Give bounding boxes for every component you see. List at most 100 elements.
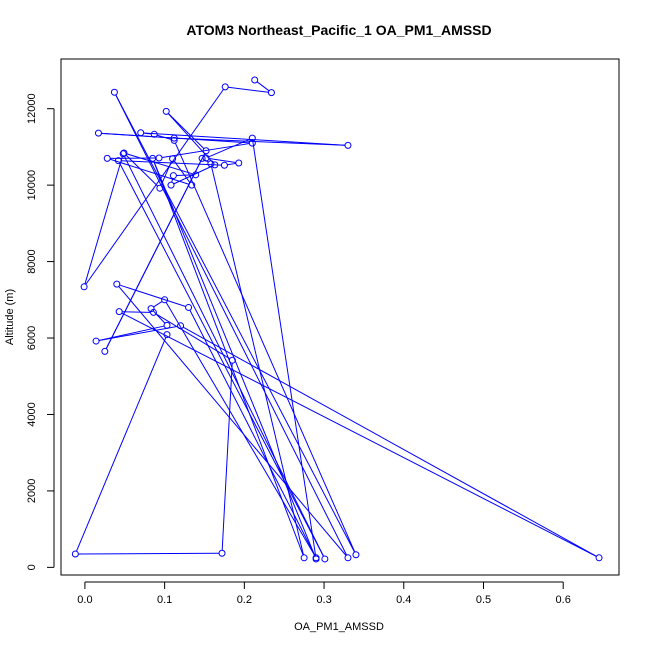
series-segment (227, 162, 236, 166)
series-segment (228, 86, 269, 93)
data-point (207, 160, 215, 168)
series-segment (252, 141, 317, 557)
data-point (202, 154, 210, 162)
series-segment (221, 363, 233, 551)
data-point (103, 154, 111, 162)
series-segment (115, 94, 348, 556)
data-point (218, 549, 226, 557)
data-point (185, 303, 193, 311)
data-point (595, 554, 603, 562)
data-point (300, 554, 308, 562)
series-segment (165, 302, 315, 556)
y-tick-label: 8000 (26, 249, 38, 273)
data-point (161, 296, 169, 304)
data-point (248, 134, 256, 142)
data-point (156, 184, 164, 192)
series-segment (78, 552, 220, 555)
data-point (119, 150, 127, 158)
data-point (92, 337, 100, 345)
data-point (80, 283, 88, 291)
series-segment (153, 301, 163, 308)
data-point (162, 107, 170, 115)
data-point (115, 308, 123, 316)
series-segment (161, 143, 250, 159)
series-segment (122, 311, 151, 313)
series-segment (98, 325, 178, 342)
data-point (94, 129, 102, 137)
series-segment (119, 284, 186, 307)
data-point (114, 157, 122, 165)
series-segment (84, 156, 123, 285)
series-segment (256, 81, 270, 92)
data-point (169, 155, 177, 163)
data-point (251, 76, 259, 84)
plot-frame (60, 58, 620, 576)
data-point (163, 321, 171, 329)
x-tick-label: 0.3 (316, 594, 331, 606)
series-segment (121, 312, 597, 557)
x-tick-label: 0.4 (396, 594, 411, 606)
x-tick-label: 0.5 (476, 594, 491, 606)
data-point (120, 149, 128, 157)
y-tick-label: 12000 (26, 93, 38, 124)
y-axis: 0 2000 4000 6000 8000 10000 12000 (26, 93, 55, 570)
series-segment (109, 158, 190, 185)
series-lines (76, 81, 597, 557)
y-tick-label: 2000 (26, 479, 38, 503)
series-segment (98, 325, 165, 341)
data-point (198, 154, 206, 162)
series-segment (124, 156, 324, 557)
series-segment (76, 337, 167, 552)
data-point (167, 181, 175, 189)
series-segment (121, 160, 222, 166)
data-point (235, 159, 243, 167)
data-point (344, 141, 352, 149)
series-segment (182, 326, 597, 557)
data-point (267, 89, 275, 97)
data-point (149, 308, 157, 316)
x-tick-label: 0.6 (556, 594, 571, 606)
series-segment (156, 134, 172, 141)
data-point (163, 331, 171, 339)
data-point (170, 134, 178, 142)
series-segment (119, 163, 324, 557)
series-segment (143, 132, 152, 135)
data-point (177, 322, 185, 330)
series-points (71, 76, 603, 563)
x-tick-label: 0.0 (77, 594, 92, 606)
x-axis-label: OA_PM1_AMSSD (294, 621, 384, 633)
data-point (202, 147, 210, 155)
data-point (312, 554, 320, 562)
data-point (321, 555, 329, 563)
data-point (170, 136, 178, 144)
series-segment (177, 137, 345, 146)
data-point (228, 356, 236, 364)
y-tick-label: 4000 (26, 402, 38, 426)
series-segment (105, 153, 206, 349)
series-segment (143, 132, 346, 146)
data-point (192, 171, 200, 179)
data-point (137, 129, 145, 137)
y-axis-label: Altitude (m) (4, 289, 16, 345)
data-point (248, 139, 256, 147)
series-segment (211, 166, 304, 555)
data-point (147, 305, 155, 313)
chart-title: ATOM3 Northeast_Pacific_1 OA_PM1_AMSSD (186, 22, 491, 38)
data-point (220, 161, 228, 169)
x-axis: 0.0 0.1 0.2 0.3 0.4 0.5 0.6 (77, 581, 571, 606)
series-segment (125, 154, 159, 187)
data-point (344, 554, 352, 562)
series-segment (189, 309, 316, 556)
series-segment (208, 157, 236, 164)
data-point (169, 172, 177, 180)
series-segment (174, 142, 356, 553)
data-point (113, 280, 121, 288)
series-segment (152, 310, 166, 324)
data-point (155, 154, 163, 162)
data-point (188, 181, 196, 189)
data-point (221, 83, 229, 91)
series-segment (85, 89, 224, 285)
series-segment (173, 160, 191, 183)
series-segment (167, 113, 214, 163)
